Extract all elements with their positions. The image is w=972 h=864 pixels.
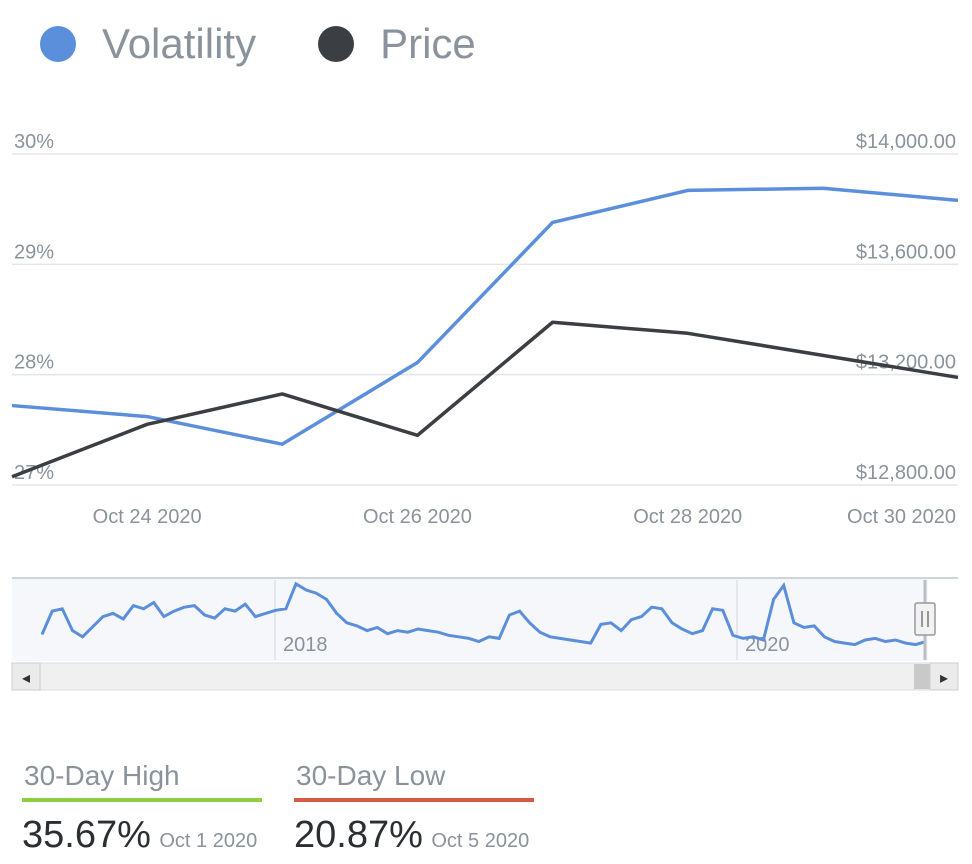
series-line-volatility[interactable] [11,186,959,446]
right-axis-labels: $12,800.00 $13,200.00 $13,600.00 $14,000.00 [856,131,956,484]
scroll-left-button[interactable] [11,662,41,691]
stat-30-day-high: 30-Day High 35.67% Oct 1 2020 [22,760,262,857]
right-axis-tick-label: $12,800.00 [856,462,956,484]
x-axis-tick-label: Oct 30 2020 [847,506,956,528]
x-axis-labels: Oct 24 2020 Oct 26 2020 Oct 28 2020 Oct 30 … [93,506,956,528]
right-axis-tick-label: $13,600.00 [856,241,956,263]
left-axis-tick-label: 27% [14,462,54,484]
x-axis-tick-label: Oct 28 2020 [633,506,742,528]
chart-legend: Volatility Price [40,20,538,68]
stat-underline-low [294,798,534,802]
navigator-year-label: 2020 [745,634,790,656]
series-lines [11,186,959,479]
scroll-right-arrow-icon: ▸ [940,670,948,687]
scroll-right-button[interactable] [929,662,959,691]
right-axis-tick-label: $14,000.00 [856,131,956,153]
stat-30-day-low: 30-Day Low 20.87% Oct 5 2020 [294,760,534,857]
price-volatility-chart: 27% 28% 29% 30% $12,800.00 $13,200.00 $13,600… [11,131,959,691]
stat-value-low: 20.87% [294,814,423,856]
scrollbar-track[interactable] [11,662,959,691]
scrollbar-thumb[interactable] [914,664,930,689]
stats-panel: 30-Day High 35.67% Oct 1 2020 30-Day Low… [22,760,566,857]
navigator-background [12,579,928,661]
stat-label-high: 30-Day High [24,760,180,791]
series-line-price[interactable] [11,320,959,479]
gridlines [12,153,958,486]
right-axis-tick-label: $13,200.00 [856,352,956,374]
left-axis-tick-label: 28% [14,352,54,374]
navigator-handle[interactable] [914,602,936,636]
navigator-handle-box[interactable] [914,602,936,636]
left-axis-tick-label: 29% [14,241,54,263]
legend-item-price[interactable]: Price [318,20,476,68]
legend-item-volatility[interactable]: Volatility [40,20,256,68]
left-axis-tick-label: 30% [14,131,54,153]
stat-underline-high [22,798,262,802]
x-axis-tick-label: Oct 24 2020 [93,506,202,528]
legend-label-volatility: Volatility [102,20,257,67]
stat-label-low: 30-Day Low [296,760,446,791]
range-navigator[interactable]: 2018 2020 ◂ ▸ [11,577,959,691]
x-axis-tick-label: Oct 26 2020 [363,506,472,528]
legend-dot-price [318,26,355,62]
left-axis-labels: 27% 28% 29% 30% [14,131,54,484]
scroll-left-arrow-icon: ◂ [22,670,30,687]
stat-date-high: Oct 1 2020 [159,830,258,852]
navigator-year-label: 2018 [283,634,328,656]
legend-dot-volatility [40,26,76,62]
legend-label-price: Price [380,20,476,67]
stat-value-high: 35.67% [22,814,151,856]
navigator-scrollbar[interactable]: ◂ ▸ [11,662,959,691]
navigator-series-line [40,581,927,647]
navigator-year-labels: 2018 2020 [274,580,790,660]
stat-date-low: Oct 5 2020 [431,830,530,852]
